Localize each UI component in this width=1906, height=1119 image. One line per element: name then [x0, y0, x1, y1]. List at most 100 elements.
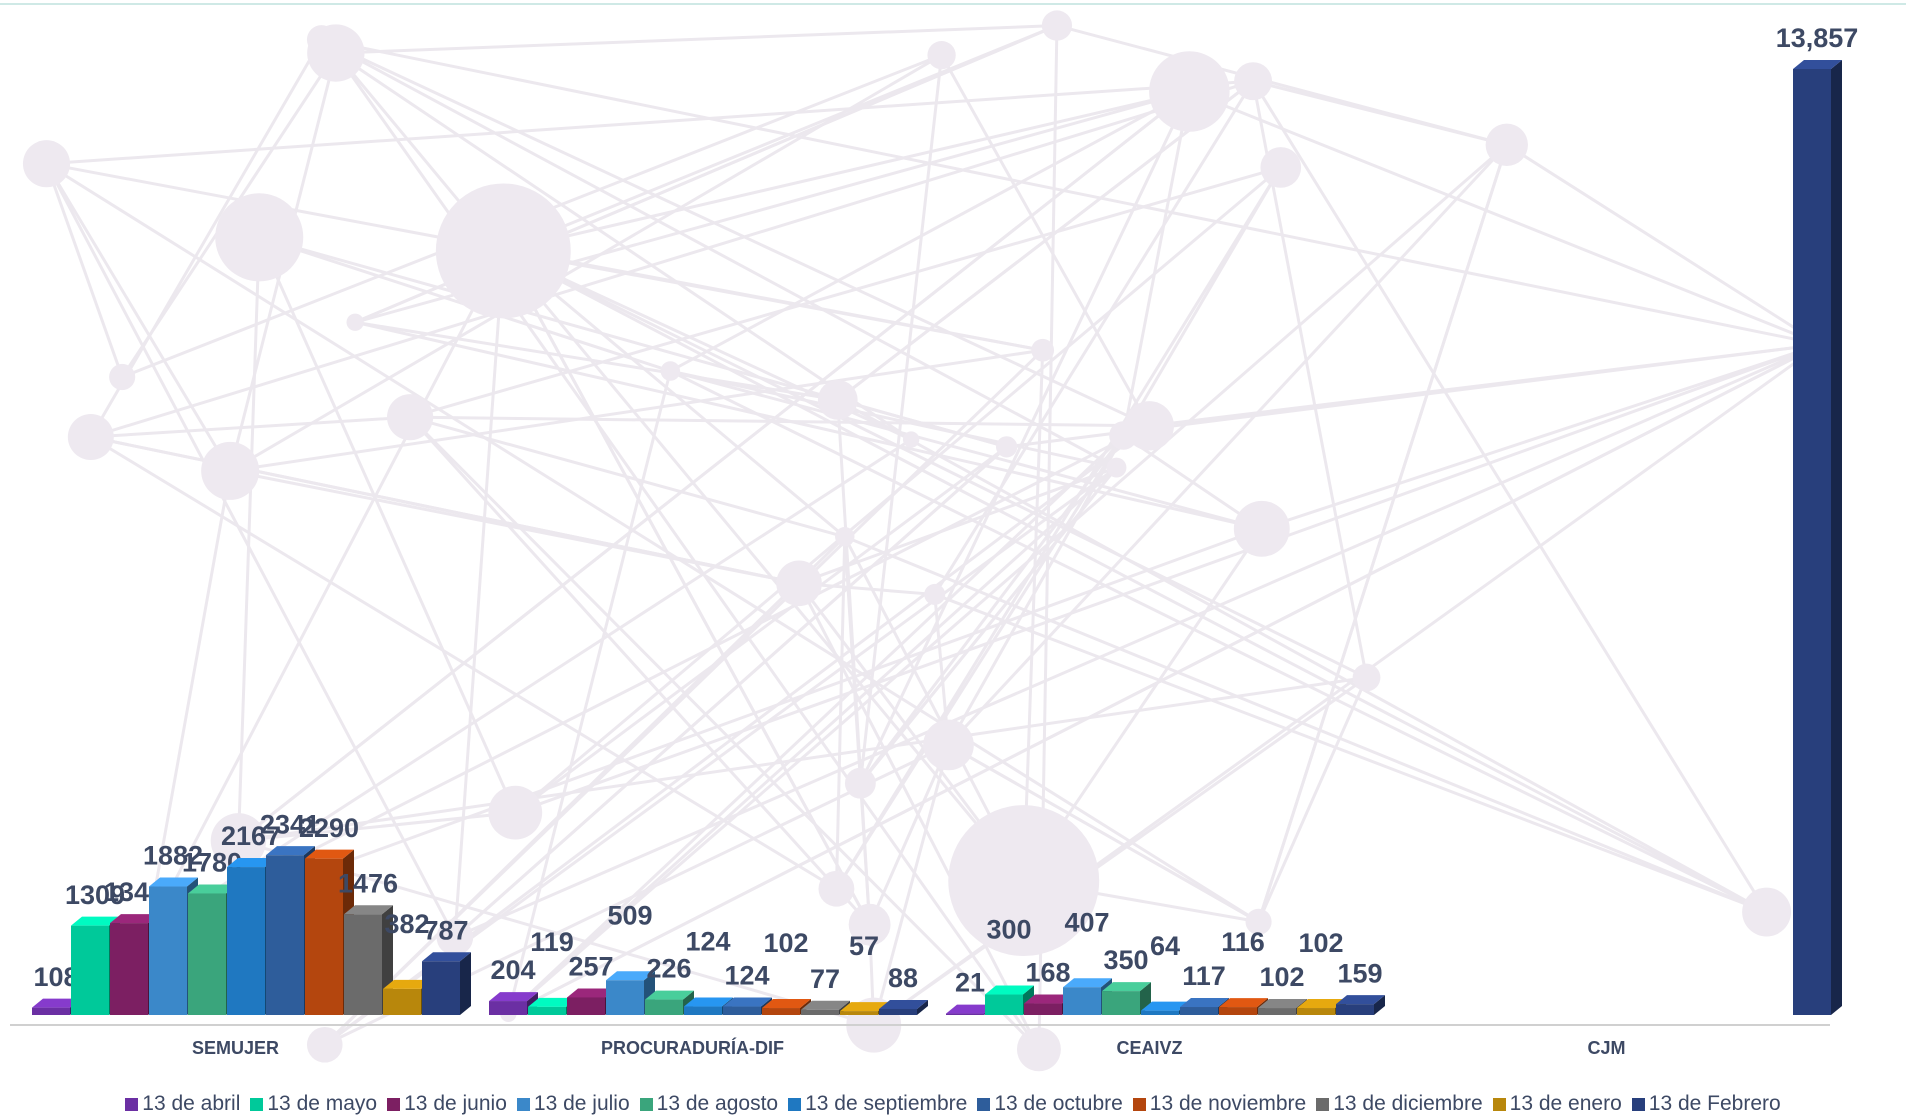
- bg-node: [948, 805, 1100, 957]
- bg-link: [858, 55, 944, 784]
- legend-label: 13 de abril: [142, 1092, 241, 1115]
- bg-link: [669, 90, 1191, 373]
- legend-swatch: [788, 1097, 802, 1111]
- data-label: 88: [888, 963, 918, 993]
- bg-link: [868, 744, 950, 926]
- data-label: 102: [1259, 962, 1304, 992]
- bg-link: [502, 249, 1768, 914]
- bar-top: [32, 998, 81, 1008]
- bar: [606, 980, 644, 1015]
- legend-item: 13 de junio: [387, 1092, 507, 1116]
- bg-link: [1257, 144, 1509, 923]
- bg-link: [45, 163, 124, 378]
- bar-top: [1141, 1001, 1190, 1011]
- bg-link: [1188, 90, 1822, 346]
- bg-link: [237, 90, 1191, 842]
- bg-link: [409, 166, 1282, 419]
- bg-link: [410, 415, 1150, 428]
- bg-node: [306, 1026, 343, 1063]
- legend-swatch: [1631, 1097, 1645, 1111]
- legend-item: 13 de septiembre: [788, 1092, 967, 1116]
- bg-link: [859, 466, 1118, 785]
- bar-top: [567, 988, 616, 998]
- bg-node: [1041, 10, 1073, 41]
- bg-link: [320, 38, 1150, 428]
- bar-side: [917, 999, 928, 1015]
- bar: [1336, 1004, 1374, 1015]
- x-tick-label: CJM: [1587, 1038, 1625, 1058]
- bar-top: [606, 971, 655, 981]
- bg-link: [45, 162, 232, 472]
- bar: [188, 893, 226, 1015]
- bg-node: [201, 441, 260, 500]
- bar: [645, 999, 683, 1015]
- data-label: 57: [849, 931, 879, 961]
- legend-swatch: [1492, 1097, 1506, 1111]
- legend-swatch: [250, 1097, 264, 1111]
- data-label: 787: [423, 915, 468, 945]
- legend-label: 13 de octubre: [994, 1092, 1123, 1115]
- legend-label: 13 de julio: [533, 1092, 630, 1115]
- bar-top: [1219, 998, 1268, 1008]
- data-label: 77: [810, 964, 840, 994]
- legend-label: 13 de septiembre: [805, 1092, 968, 1115]
- bar-top: [110, 914, 159, 924]
- data-label: 102: [1298, 928, 1343, 958]
- bg-node: [848, 903, 891, 946]
- bg-node: [660, 361, 681, 381]
- bg-node: [1742, 887, 1792, 937]
- bar: [1219, 1007, 1257, 1015]
- bg-node: [67, 414, 114, 460]
- data-label: 350: [1103, 945, 1148, 975]
- bar-top: [840, 1002, 889, 1012]
- bg-link: [1121, 91, 1191, 436]
- bg-node: [306, 25, 337, 55]
- bar-top: [383, 979, 432, 989]
- bar: [985, 994, 1023, 1015]
- bar: [1141, 1010, 1179, 1015]
- bg-link: [934, 593, 1768, 914]
- bg-link: [947, 143, 1508, 746]
- bar-top: [227, 858, 276, 868]
- bg-link: [502, 249, 1368, 679]
- bg-link: [236, 237, 261, 841]
- data-label: 102: [763, 928, 808, 958]
- bg-node: [1016, 1027, 1061, 1072]
- bg-link: [837, 398, 1008, 449]
- bar: [1258, 1008, 1296, 1015]
- bg-link: [506, 370, 672, 1015]
- legend-label: 13 de Febrero: [1648, 1092, 1781, 1115]
- bg-node: [1106, 457, 1127, 478]
- data-label: 382: [384, 909, 429, 939]
- bg-link: [1056, 24, 1508, 147]
- bg-link: [835, 166, 1283, 890]
- legend-label: 13 de diciembre: [1333, 1092, 1483, 1115]
- legend-item: 13 de octubre: [977, 1092, 1123, 1116]
- bar-3d: [1336, 995, 1385, 1015]
- bg-node: [210, 813, 267, 869]
- bg-link: [453, 445, 1008, 939]
- bg-link: [257, 236, 517, 814]
- data-label: 257: [568, 952, 613, 982]
- bg-node: [1260, 147, 1302, 188]
- bar: [684, 1006, 722, 1015]
- bar-top: [684, 997, 733, 1007]
- bg-node: [346, 313, 364, 331]
- bg-node: [817, 379, 858, 420]
- x-tick-label: CEAIVZ: [1116, 1038, 1182, 1058]
- data-label: 117: [1182, 961, 1226, 991]
- legend-item: 13 de noviembre: [1132, 1092, 1306, 1116]
- data-label: 124: [724, 961, 769, 991]
- bar: [567, 997, 605, 1015]
- bg-node: [1149, 51, 1230, 132]
- bar-top: [305, 849, 354, 859]
- bg-node: [924, 583, 946, 605]
- bg-node: [1352, 663, 1381, 692]
- bar-top: [1336, 995, 1385, 1005]
- legend-swatch: [516, 1097, 530, 1111]
- bg-link: [502, 90, 1190, 253]
- bar: [1063, 987, 1101, 1015]
- bar-3d: [1102, 982, 1151, 1015]
